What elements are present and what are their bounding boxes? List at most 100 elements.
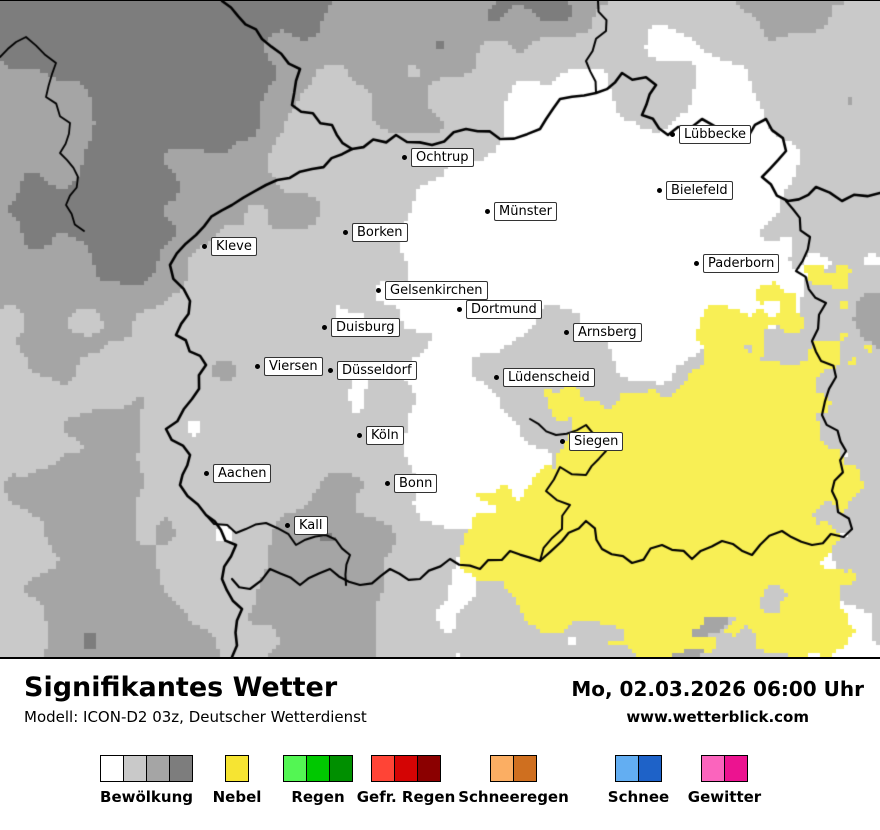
legend-group-schnee: Schnee	[608, 755, 669, 806]
city-marker-paderborn: Paderborn	[694, 254, 780, 273]
city-dot	[670, 132, 675, 137]
city-label: Münster	[494, 202, 557, 221]
city-dot	[485, 209, 490, 214]
legend-swatch	[283, 755, 307, 782]
legend-swatch	[146, 755, 170, 782]
legend-label-gewitter: Gewitter	[687, 788, 762, 806]
city-marker-bielefeld: Bielefeld	[657, 181, 733, 200]
legend-swatch	[701, 755, 725, 782]
legend-swatch	[329, 755, 353, 782]
city-label: Bonn	[394, 474, 438, 493]
legend-label-schneeregen: Schneeregen	[458, 788, 569, 806]
legend-label-schnee: Schnee	[607, 788, 670, 806]
city-label: Borken	[352, 223, 408, 242]
legend-group-schneeregen: Schneeregen	[458, 755, 569, 806]
city-marker-aachen: Aachen	[204, 464, 272, 483]
weather-map-canvas	[0, 1, 880, 657]
city-marker-dusseldorf: Düsseldorf	[328, 361, 417, 380]
city-dot	[285, 523, 290, 528]
city-label: Viersen	[264, 357, 323, 376]
city-marker-kleve: Kleve	[202, 237, 257, 256]
valid-datetime: Mo, 02.03.2026 06:00 Uhr	[571, 677, 864, 701]
city-marker-dortmund: Dortmund	[457, 300, 542, 319]
city-dot	[402, 155, 407, 160]
legend-group-bewoelkung: Bewölkung	[100, 755, 193, 806]
page-title: Signifikantes Wetter	[24, 672, 338, 703]
legend-swatch	[225, 755, 249, 782]
city-dot	[385, 481, 390, 486]
legend-label-gefr-regen: Gefr. Regen	[356, 788, 456, 806]
city-marker-lubbecke: Lübbecke	[670, 125, 751, 144]
city-label: Dortmund	[466, 300, 542, 319]
city-marker-munster: Münster	[485, 202, 557, 221]
city-label: Duisburg	[331, 318, 400, 337]
legend-swatch	[371, 755, 395, 782]
legend-swatch	[100, 755, 124, 782]
city-marker-duisburg: Duisburg	[322, 318, 400, 337]
city-dot	[657, 188, 662, 193]
city-dot	[328, 368, 333, 373]
city-marker-arnsberg: Arnsberg	[564, 323, 642, 342]
legend-swatch	[169, 755, 193, 782]
city-marker-gelsenkirchen: Gelsenkirchen	[376, 281, 488, 300]
footer: Signifikantes Wetter Modell: ICON-D2 03z…	[0, 659, 880, 830]
city-label: Köln	[366, 426, 404, 445]
legend-group-regen: Regen	[283, 755, 353, 806]
legend-group-gewitter: Gewitter	[688, 755, 761, 806]
city-dot	[343, 230, 348, 235]
legend-swatch	[417, 755, 441, 782]
footer-left-column: Signifikantes Wetter Modell: ICON-D2 03z…	[24, 672, 367, 726]
city-label: Arnsberg	[573, 323, 642, 342]
city-marker-ochtrup: Ochtrup	[402, 148, 474, 167]
city-label: Lüdenscheid	[503, 368, 595, 387]
city-marker-kall: Kall	[285, 516, 328, 535]
legend-swatch	[638, 755, 662, 782]
city-label: Aachen	[213, 464, 272, 483]
legend-swatches-gefr-regen	[371, 755, 441, 782]
legend-label-regen: Regen	[291, 788, 345, 806]
city-dot	[202, 244, 207, 249]
city-dot	[255, 364, 260, 369]
city-dot	[204, 471, 209, 476]
city-label: Paderborn	[703, 254, 780, 273]
legend-swatch	[513, 755, 537, 782]
city-label: Lübbecke	[679, 125, 751, 144]
city-marker-bonn: Bonn	[385, 474, 438, 493]
legend-group-nebel: Nebel	[213, 755, 261, 806]
legend-swatch	[490, 755, 514, 782]
legend-swatches-nebel	[225, 755, 249, 782]
city-dot	[564, 330, 569, 335]
city-marker-siegen: Siegen	[560, 432, 624, 451]
legend: Bewölkung Nebel Regen Gefr. Regen Schneerege…	[0, 755, 880, 825]
website-url: www.wetterblick.com	[626, 708, 809, 726]
legend-swatch	[394, 755, 418, 782]
city-marker-borken: Borken	[343, 223, 408, 242]
city-marker-viersen: Viersen	[255, 357, 323, 376]
footer-right-column: Mo, 02.03.2026 06:00 Uhr www.wetterblick…	[571, 672, 864, 726]
legend-swatch	[724, 755, 748, 782]
footer-top-row: Signifikantes Wetter Modell: ICON-D2 03z…	[24, 672, 864, 726]
legend-swatch	[615, 755, 639, 782]
legend-swatches-regen	[283, 755, 353, 782]
city-label: Gelsenkirchen	[385, 281, 488, 300]
legend-label-nebel: Nebel	[212, 788, 262, 806]
city-label: Kleve	[211, 237, 257, 256]
city-label: Kall	[294, 516, 328, 535]
city-label: Düsseldorf	[337, 361, 417, 380]
city-dot	[322, 325, 327, 330]
city-dot	[694, 261, 699, 266]
city-dot	[494, 375, 499, 380]
legend-swatches-bewoelkung	[100, 755, 193, 782]
city-label: Ochtrup	[411, 148, 474, 167]
city-label: Siegen	[569, 432, 624, 451]
legend-swatches-schnee	[615, 755, 662, 782]
map-area: Ochtrup Lübbecke Münster Bielefeld Borken Kle…	[0, 0, 880, 659]
legend-group-gefr-regen: Gefr. Regen	[357, 755, 455, 806]
legend-swatch	[306, 755, 330, 782]
model-info: Modell: ICON-D2 03z, Deutscher Wetterdie…	[24, 708, 367, 726]
legend-swatch	[123, 755, 147, 782]
city-dot	[376, 288, 381, 293]
legend-swatches-gewitter	[701, 755, 748, 782]
city-label: Bielefeld	[666, 181, 733, 200]
